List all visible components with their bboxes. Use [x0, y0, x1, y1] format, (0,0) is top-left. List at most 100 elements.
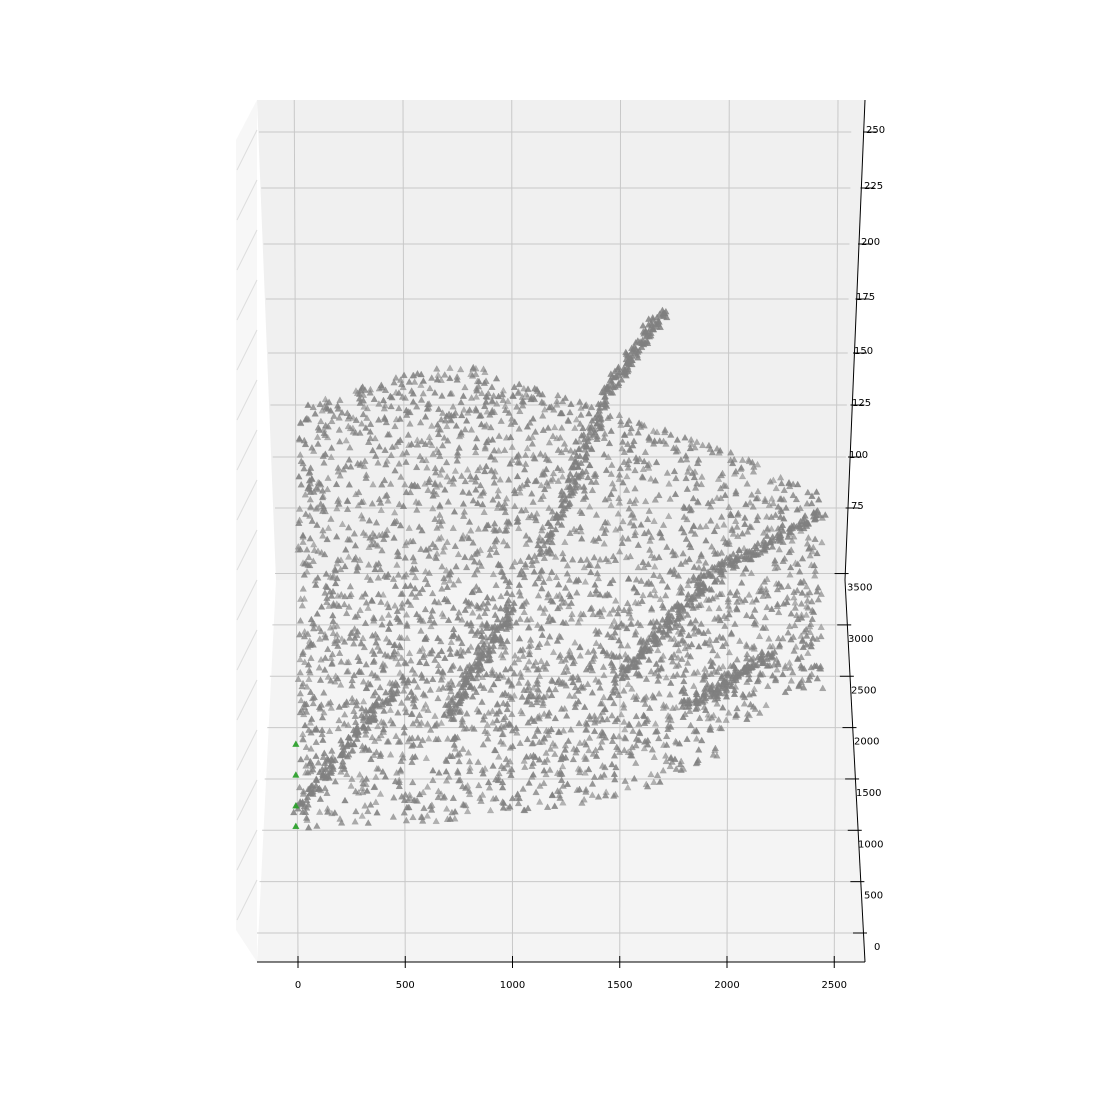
data-point — [715, 724, 724, 731]
data-point — [467, 643, 475, 650]
data-point — [562, 681, 570, 689]
data-point — [564, 737, 573, 744]
data-point — [417, 545, 425, 552]
data-point — [668, 547, 677, 555]
data-point — [615, 732, 623, 740]
data-point — [763, 524, 772, 532]
data-point — [615, 494, 623, 502]
data-point — [697, 550, 705, 558]
data-point — [394, 570, 403, 578]
data-point — [335, 649, 344, 656]
data-point — [327, 760, 335, 768]
data-point — [325, 398, 333, 406]
data-point — [777, 507, 786, 515]
data-point — [355, 488, 363, 496]
data-point — [493, 716, 501, 724]
data-point — [440, 595, 449, 603]
data-point — [413, 506, 421, 513]
data-point — [516, 557, 525, 564]
data-point — [501, 499, 509, 507]
data-point — [694, 584, 702, 592]
data-point — [365, 543, 373, 550]
x-tick-label: 0 — [295, 980, 301, 991]
data-point — [582, 725, 590, 733]
data-point — [437, 637, 445, 645]
data-point — [296, 668, 304, 676]
data-point — [499, 386, 508, 394]
data-point — [411, 573, 420, 581]
data-point — [449, 580, 458, 588]
data-point — [741, 552, 749, 560]
data-point — [777, 479, 786, 487]
data-point — [451, 744, 460, 752]
data-point — [338, 634, 346, 642]
data-point — [531, 579, 539, 587]
data-point — [738, 456, 747, 463]
data-point — [645, 656, 653, 663]
data-point — [548, 597, 557, 605]
data-point — [347, 782, 355, 789]
data-point — [617, 421, 625, 428]
data-point — [442, 776, 451, 784]
data-point — [461, 606, 469, 613]
data-point — [620, 606, 628, 614]
data-point — [609, 686, 617, 693]
data-point — [331, 579, 340, 587]
data-point — [592, 639, 601, 647]
data-point — [802, 640, 811, 648]
data-point — [771, 556, 779, 564]
data-point — [696, 522, 704, 530]
data-point — [762, 701, 770, 709]
data-point — [391, 582, 400, 589]
data-point — [613, 715, 622, 722]
data-point — [695, 642, 703, 650]
data-point — [677, 757, 685, 765]
data-point — [566, 408, 574, 416]
data-point — [726, 662, 735, 669]
data-point — [644, 560, 652, 568]
data-point — [634, 541, 643, 548]
data-point — [434, 793, 442, 801]
data-point — [419, 389, 427, 397]
data-point — [713, 651, 722, 659]
data-point — [359, 677, 368, 685]
data-point — [334, 404, 342, 412]
data-point — [737, 578, 746, 586]
data-point — [608, 461, 616, 468]
data-point — [811, 514, 820, 522]
data-point — [334, 724, 343, 732]
data-point — [713, 699, 721, 707]
data-point — [628, 360, 636, 368]
y-tick-label: 3500 — [847, 583, 872, 594]
data-point — [562, 445, 570, 453]
data-point — [453, 751, 462, 758]
data-point — [709, 750, 717, 758]
data-point — [781, 688, 790, 696]
data-point — [681, 557, 690, 565]
data-point — [769, 537, 777, 544]
data-point — [682, 535, 691, 542]
data-point — [787, 546, 795, 553]
data-point — [582, 665, 591, 673]
data-point — [575, 472, 583, 479]
data-point — [620, 621, 628, 629]
data-point — [534, 643, 542, 650]
data-point — [525, 553, 533, 560]
data-point — [307, 744, 315, 752]
data-point — [414, 734, 422, 741]
data-point — [443, 538, 451, 545]
data-point — [512, 618, 520, 626]
data-point — [377, 506, 385, 514]
data-point — [475, 707, 483, 715]
data-point — [420, 704, 428, 712]
data-point — [676, 760, 685, 768]
data-point — [707, 713, 716, 721]
data-point — [747, 523, 756, 531]
data-point — [614, 623, 622, 631]
data-point — [664, 715, 672, 723]
data-point — [558, 423, 566, 431]
data-point — [499, 537, 508, 545]
side-grid-line — [236, 579, 258, 621]
x-tick-label: 1000 — [500, 980, 525, 991]
data-point — [412, 593, 420, 600]
